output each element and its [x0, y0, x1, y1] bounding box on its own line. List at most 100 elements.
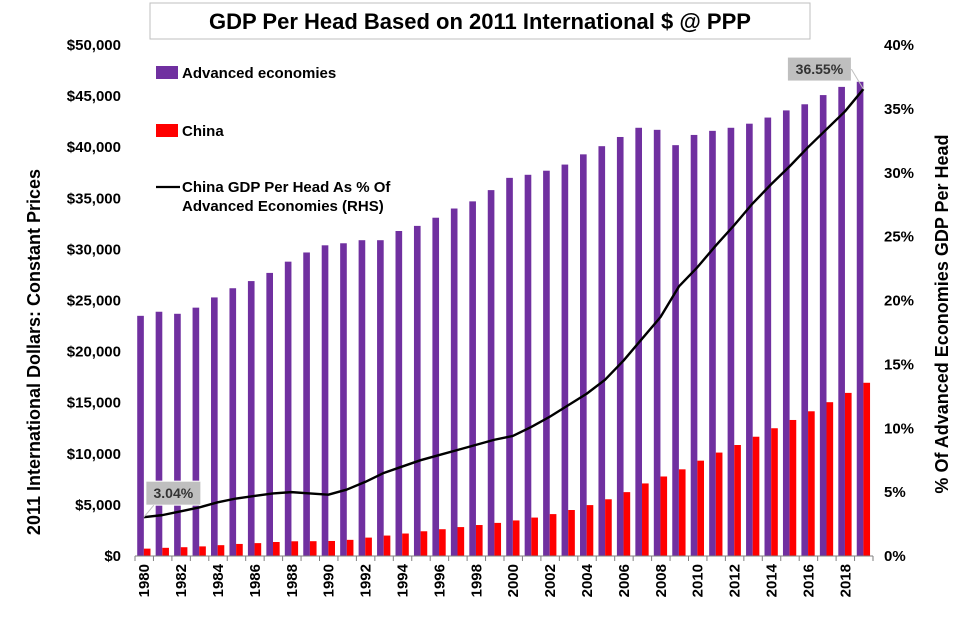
- y-axis-label: 2011 International Dollars: Constant Pri…: [24, 169, 44, 535]
- bar-advanced-2014: [764, 117, 772, 556]
- x-tick-label: 2002: [542, 564, 559, 597]
- bar-china-1987: [273, 542, 280, 556]
- bar-advanced-1988: [284, 261, 292, 556]
- bar-china-2000: [512, 520, 520, 556]
- y2-axis-label: % Of Advanced Economies GDP Per Head: [932, 134, 952, 493]
- bar-china-2003: [568, 510, 575, 556]
- y-tick-label: $45,000: [67, 88, 121, 105]
- bar-advanced-1981: [155, 311, 163, 556]
- bar-advanced-1997: [450, 208, 458, 556]
- bar-china-2014: [771, 428, 778, 556]
- x-tick-label: 1994: [395, 563, 412, 597]
- x-tick-label: 1984: [210, 563, 227, 597]
- bar-advanced-1999: [487, 190, 495, 556]
- bar-china-1990: [328, 540, 335, 556]
- bar-advanced-2006: [616, 136, 624, 557]
- bar-china-1980: [143, 548, 151, 556]
- y-tick-label: $50,000: [67, 37, 121, 54]
- legend-label-ratio: China GDP Per Head As % Of Advanced Econ…: [182, 179, 395, 215]
- x-tick-label: 1998: [468, 564, 485, 597]
- bar-advanced-2005: [598, 146, 606, 556]
- annotation-label: 36.55%: [796, 61, 844, 77]
- left-axis-ticks: $0 $5,000 $10,000 $15,000 $20,000 $25,000 $30,…: [67, 37, 121, 565]
- bar-advanced-2008: [653, 129, 661, 556]
- bar-advanced-1998: [469, 201, 476, 556]
- bar-china-2018: [844, 392, 852, 556]
- legend-label-ratio-line1: China GDP Per Head As % Of: [182, 179, 391, 196]
- bar-advanced-2016: [801, 104, 809, 556]
- bar-china-2007: [642, 483, 649, 556]
- bar-china-2009: [678, 469, 686, 556]
- bar-advanced-2010: [690, 134, 698, 556]
- x-tick-label: 1990: [321, 564, 338, 597]
- bar-china-1983: [199, 546, 206, 556]
- y-tick-label: $30,000: [67, 241, 121, 258]
- bar-advanced-2013: [746, 123, 753, 556]
- china-bars: [143, 382, 871, 557]
- bar-advanced-1996: [432, 217, 440, 556]
- bar-advanced-2009: [672, 145, 679, 556]
- x-tick-label: 1980: [136, 564, 153, 597]
- bar-china-1995: [420, 531, 428, 556]
- bar-advanced-1982: [174, 313, 181, 556]
- legend-swatch-advanced: [156, 66, 178, 79]
- ratio-line: [143, 88, 865, 519]
- x-tick-label: 2006: [616, 564, 633, 597]
- bar-advanced-1986: [247, 281, 255, 556]
- annotation-box: [786, 56, 852, 82]
- x-tick-label: 2016: [800, 564, 817, 597]
- y-tick-label: $5,000: [75, 497, 121, 514]
- bar-advanced-2011: [709, 130, 716, 556]
- bar-china-2017: [826, 402, 834, 556]
- x-axis-ticks: 1980 1982 1984 1986 1988 1990 1992 1994 1996 1998…: [134, 556, 874, 597]
- x-tick-label: 1992: [358, 564, 375, 597]
- bar-china-2005: [605, 499, 612, 556]
- bar-advanced-2001: [524, 174, 532, 557]
- legend: Advanced economies China China GDP Per H…: [156, 65, 395, 215]
- bar-china-2006: [623, 492, 631, 557]
- bar-advanced-1985: [229, 288, 237, 556]
- annotation-box: [145, 480, 202, 506]
- bar-china-1984: [217, 545, 225, 556]
- bar-china-2013: [752, 436, 760, 556]
- right-axis-ticks: 0% 5% 10% 15% 20% 25% 30% 35% 40%: [884, 37, 914, 565]
- bar-advanced-1992: [358, 240, 366, 556]
- legend-label-advanced: Advanced economies: [182, 65, 336, 82]
- bar-china-1992: [365, 537, 372, 556]
- x-tick-label: 2010: [690, 564, 707, 597]
- bar-china-2004: [586, 505, 594, 556]
- bar-china-2008: [660, 476, 668, 556]
- bar-advanced-1980: [137, 315, 144, 556]
- y-tick-label: $25,000: [67, 293, 121, 310]
- y-tick-label: $40,000: [67, 139, 121, 156]
- x-tick-label: 2014: [764, 563, 781, 597]
- y2-tick-label: 10%: [884, 420, 914, 437]
- bar-advanced-1990: [321, 245, 329, 556]
- bar-china-2012: [734, 445, 741, 556]
- annotation-label: 3.04%: [154, 485, 194, 501]
- bar-china-1996: [439, 529, 446, 556]
- bar-china-1989: [309, 541, 317, 556]
- bar-advanced-2015: [782, 110, 790, 556]
- bar-advanced-2003: [561, 164, 569, 556]
- bar-china-1982: [180, 547, 188, 556]
- bar-china-2010: [697, 460, 704, 556]
- bar-advanced-1989: [303, 252, 310, 556]
- y-tick-label: $15,000: [67, 395, 121, 412]
- bar-china-2011: [715, 452, 723, 556]
- annotation-leader: [850, 68, 864, 90]
- x-tick-label: 2018: [837, 564, 854, 597]
- y2-tick-label: 35%: [884, 101, 914, 118]
- bar-advanced-1995: [413, 225, 421, 556]
- y2-tick-label: 30%: [884, 165, 914, 182]
- bar-advanced-2017: [819, 95, 827, 556]
- y2-tick-label: 15%: [884, 356, 914, 373]
- bar-china-1993: [383, 535, 391, 556]
- x-tick-label: 2000: [505, 564, 522, 597]
- bar-china-1988: [291, 541, 299, 556]
- y2-tick-label: 20%: [884, 293, 914, 310]
- bar-advanced-1987: [266, 272, 273, 556]
- bar-china-2016: [808, 411, 815, 556]
